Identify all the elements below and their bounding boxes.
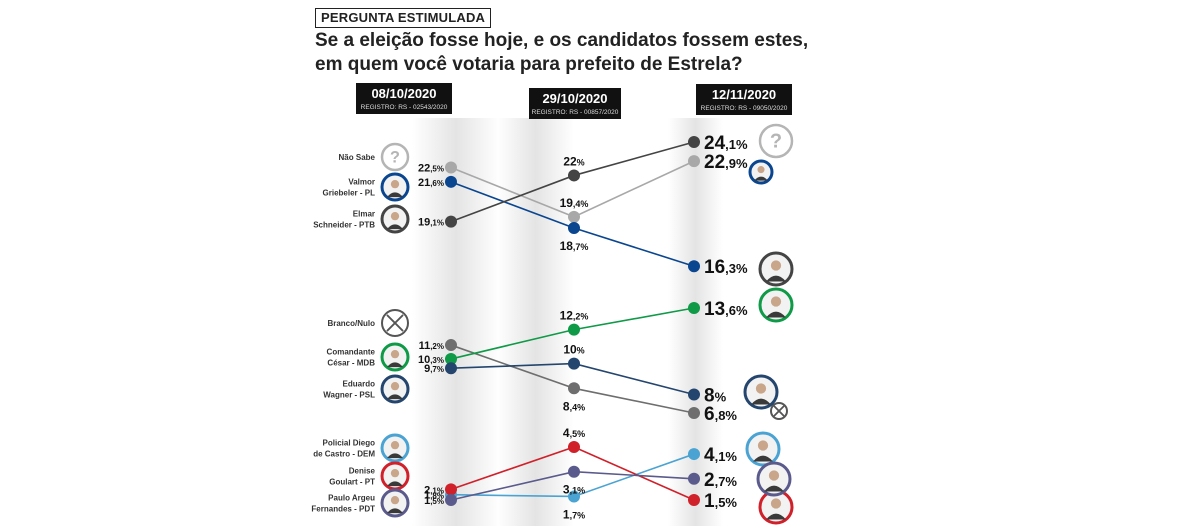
data-label-paulo-3: 2,7% — [704, 470, 737, 491]
column-bg-2 — [497, 118, 574, 526]
data-label-nao_sabe-2: 19,4% — [560, 196, 589, 210]
data-label-cesar-2: 12,2% — [560, 309, 589, 323]
legend-label-branco: Branco/Nulo — [327, 319, 375, 328]
data-point-elmar-2 — [568, 169, 580, 182]
data-label-eduardo-2: 10% — [563, 343, 584, 357]
data-point-diego-3 — [688, 448, 700, 461]
data-label-eduardo-1: 9,7% — [424, 363, 444, 375]
question-tag: PERGUNTA ESTIMULADA — [315, 8, 492, 28]
end-person-icon-cesar — [758, 287, 794, 323]
legend-person-icon-paulo — [380, 488, 410, 518]
data-label-diego-3: 4,1% — [704, 445, 737, 466]
data-point-nao_sabe-1 — [445, 161, 457, 174]
data-point-eduardo-1 — [445, 362, 457, 375]
data-point-valmor-3 — [688, 260, 700, 273]
data-label-elmar-3: 24,1% — [704, 133, 748, 154]
data-point-branco-1 — [445, 339, 457, 352]
date-label: 08/10/2020 — [371, 86, 436, 101]
end-person-icon-paulo — [756, 461, 792, 497]
data-point-branco-3 — [688, 407, 700, 419]
legend-person-icon-diego — [380, 433, 410, 463]
data-label-cesar-3: 13,6% — [704, 299, 748, 320]
question-line-1: Se a eleição fosse hoje, e os candidatos… — [315, 30, 809, 51]
data-point-paulo-1 — [445, 494, 457, 506]
data-label-valmor-2: 18,7% — [560, 239, 589, 253]
data-label-denise-2: 4,5% — [563, 426, 585, 440]
legend-label-diego: Policial Diego de Castro - DEM — [313, 439, 375, 459]
data-point-eduardo-3 — [688, 388, 700, 401]
data-label-diego-1: 1,8% — [424, 490, 444, 502]
svg-text:?: ? — [390, 148, 400, 166]
data-point-denise-3 — [688, 494, 700, 506]
legend-person-icon-denise — [380, 461, 410, 491]
data-point-paulo-3 — [688, 472, 700, 485]
data-label-valmor-1: 21,6% — [418, 177, 444, 189]
end-question-icon-nao_sabe: ? — [758, 123, 794, 159]
question-title: Se a eleição fosse hoje, e os candidatos… — [315, 29, 835, 77]
data-label-valmor-3: 16,3% — [704, 257, 748, 278]
data-point-diego-2 — [568, 490, 580, 503]
date-label: 29/10/2020 — [542, 91, 607, 106]
data-point-cesar-1 — [445, 352, 457, 365]
registro-label: REGISTRO: RS - 02543/2020 — [361, 104, 448, 111]
data-label-nao_sabe-3: 22,9% — [704, 152, 748, 173]
data-point-elmar-1 — [445, 215, 457, 228]
legend-label-elmar: Elmar Schneider - PTB — [313, 210, 375, 230]
legend-label-denise: Denise Goulart - PT — [329, 467, 375, 487]
data-point-branco-2 — [568, 382, 580, 395]
registro-label: REGISTRO: RS - 00857/2020 — [532, 109, 619, 116]
data-label-denise-1: 2,1% — [424, 484, 444, 496]
data-label-branco-1: 11,2% — [419, 340, 444, 352]
data-label-denise-3: 1,5% — [704, 491, 737, 512]
date-header-3: 12/11/2020 REGISTRO: RS - 09050/2020 — [696, 84, 792, 115]
end-person-icon-eduardo — [743, 374, 779, 410]
date-label: 12/11/2020 — [712, 87, 776, 102]
legend-label-paulo: Paulo Argeu Fernandes - PDT — [311, 494, 375, 514]
data-point-denise-1 — [445, 483, 457, 496]
data-label-cesar-1: 10,3% — [418, 354, 444, 366]
data-label-eduardo-3: 8% — [704, 385, 727, 406]
data-label-elmar-1: 19,1% — [418, 217, 444, 229]
end-person-icon-valmor — [748, 159, 774, 185]
registro-label: REGISTRO: RS - 09050/2020 — [701, 105, 788, 112]
date-header-1: 08/10/2020 REGISTRO: RS - 02543/2020 — [356, 83, 452, 114]
legend-person-icon-eduardo — [380, 374, 410, 404]
data-point-eduardo-2 — [568, 357, 580, 370]
data-point-cesar-3 — [688, 302, 700, 314]
svg-text:?: ? — [770, 131, 782, 153]
end-cross-icon-branco — [770, 402, 788, 420]
data-point-nao_sabe-2 — [568, 210, 580, 223]
data-point-valmor-1 — [445, 175, 457, 188]
data-point-valmor-2 — [568, 222, 580, 234]
end-person-icon-elmar — [758, 251, 794, 287]
data-point-paulo-2 — [568, 465, 580, 478]
legend-label-eduardo: Eduardo Wagner - PSL — [323, 380, 375, 400]
column-bg-1 — [412, 118, 500, 526]
data-label-branco-3: 6,8% — [704, 404, 737, 425]
data-point-denise-2 — [568, 441, 580, 453]
date-header-2: 29/10/2020 REGISTRO: RS - 00857/2020 — [529, 88, 621, 119]
end-person-icon-diego — [745, 431, 781, 467]
legend-question-icon-nao_sabe: ? — [380, 142, 410, 172]
legend-label-nao_sabe: Não Sabe — [339, 153, 376, 162]
question-line-2: em quem você votaria para prefeito de Es… — [315, 54, 743, 75]
data-label-elmar-2: 22% — [563, 154, 584, 168]
data-point-cesar-2 — [568, 323, 580, 336]
legend-label-cesar: Comandante César - MDB — [327, 348, 376, 368]
data-point-elmar-3 — [688, 136, 700, 148]
legend-label-valmor: Valmor Griebeler - PL — [323, 178, 376, 198]
data-label-diego-2: 1,7% — [563, 507, 585, 521]
data-point-nao_sabe-3 — [688, 155, 700, 168]
column-bg-3 — [668, 118, 723, 526]
data-label-nao_sabe-1: 22,5% — [418, 162, 444, 174]
data-label-branco-2: 8,4% — [563, 399, 585, 413]
legend-person-icon-cesar — [380, 342, 410, 372]
data-label-paulo-2: 3,1% — [563, 483, 585, 497]
legend-person-icon-elmar — [380, 204, 410, 234]
legend-person-icon-valmor — [380, 172, 410, 202]
data-label-paulo-1: 1,5% — [424, 495, 444, 507]
legend-cross-icon-branco — [381, 309, 409, 337]
